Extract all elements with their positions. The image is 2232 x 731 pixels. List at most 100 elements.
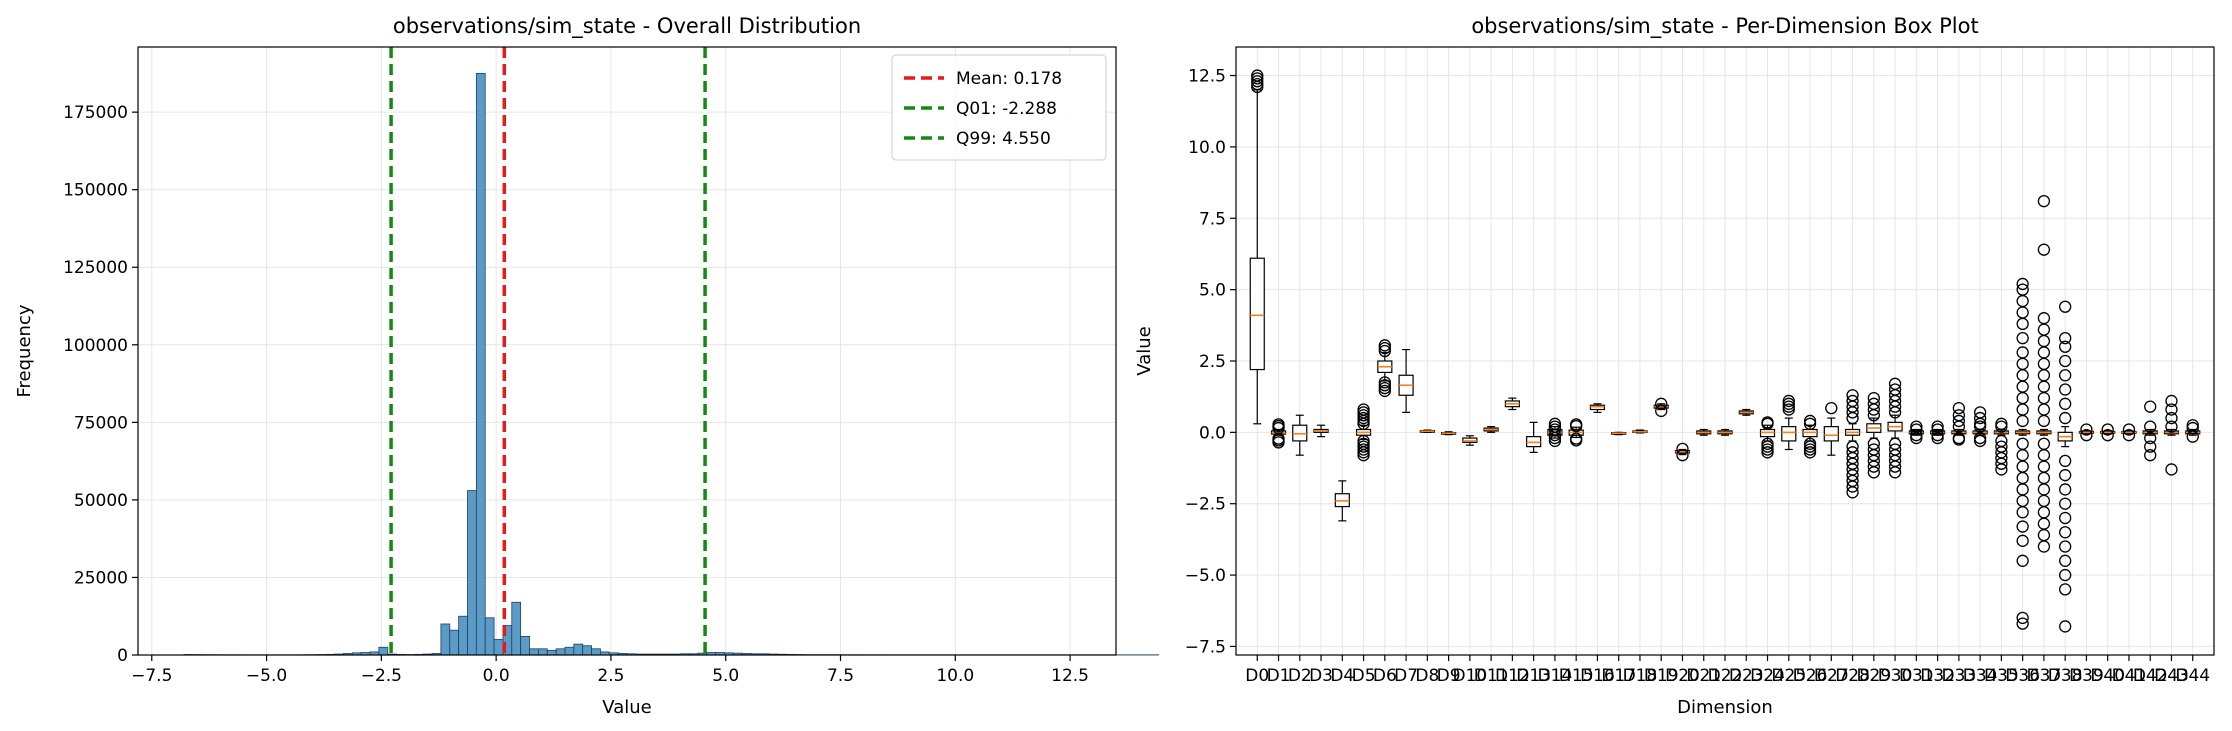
histogram-bar — [458, 615, 468, 656]
histogram-bar — [484, 617, 495, 656]
box-body — [1249, 257, 1265, 371]
outlier-point — [1357, 434, 1370, 448]
outlier-point — [2059, 511, 2072, 525]
outlier-point — [1357, 406, 1370, 419]
y-tick-label: 5.0 — [1199, 281, 1226, 301]
box-d9 — [1441, 431, 1457, 436]
outlier-point — [2144, 420, 2157, 433]
histogram-x-axis-label: Value — [602, 697, 651, 718]
histogram-bar — [537, 648, 548, 656]
x-tick-label: −7.5 — [131, 666, 172, 686]
outlier-point — [1803, 417, 1817, 430]
outlier-point — [1676, 449, 1689, 462]
outlier-point — [1846, 394, 1859, 408]
outlier-point — [2059, 411, 2072, 425]
x-tick-label: D32 — [1920, 666, 1955, 686]
box-d33 — [1951, 401, 1967, 446]
outlier-point — [2165, 403, 2178, 416]
box-d16 — [1589, 403, 1606, 413]
x-tick-label: D11 — [1474, 666, 1509, 686]
outlier-point — [2059, 340, 2072, 353]
outlier-point — [1931, 429, 1944, 442]
outlier-point — [2059, 483, 2072, 496]
outlier-point — [1867, 443, 1880, 456]
outlier-point — [1931, 420, 1944, 433]
box-d13 — [1526, 421, 1542, 453]
histogram-legend: Mean: 0.178 Q01: -2.288 Q99: 4.550 — [891, 54, 1107, 161]
outlier-point — [1378, 381, 1391, 395]
x-tick-label: D33 — [1942, 666, 1977, 686]
box-d35 — [1993, 417, 2009, 476]
outlier-point — [2059, 469, 2072, 482]
outlier-point — [2016, 437, 2029, 450]
legend-frame — [891, 54, 1107, 161]
outlier-point — [1952, 401, 1966, 415]
outlier-point — [1952, 414, 1966, 428]
outlier-point — [2059, 369, 2072, 382]
box-d39 — [2078, 423, 2095, 442]
x-tick-label: D41 — [2112, 666, 2147, 686]
outlier-point — [2037, 312, 2051, 325]
x-tick-label: D28 — [1835, 666, 1870, 686]
outlier-point — [1888, 437, 1902, 450]
x-tick-label: D2 — [1288, 666, 1312, 686]
boxplot-y-ticks: −7.5 −5.0 −2.5 0.0 2.5 5.0 7.5 10.0 12.5 — [1185, 67, 1236, 657]
x-tick-label: 12.5 — [1051, 666, 1089, 686]
y-tick-label: 0.0 — [1199, 423, 1226, 443]
outlier-point — [2016, 534, 2029, 547]
outlier-point — [2059, 526, 2072, 539]
x-tick-label: D16 — [1580, 666, 1615, 686]
x-tick-label: D4 — [1330, 666, 1354, 686]
outlier-point — [1761, 446, 1774, 459]
x-tick-label: D35 — [1984, 666, 2019, 686]
outlier-point — [1548, 420, 1562, 433]
outlier-point — [1803, 437, 1817, 450]
histogram-bar — [511, 601, 522, 656]
outlier-point — [2080, 429, 2093, 442]
y-tick-label: 150000 — [63, 181, 128, 201]
histogram-bar — [449, 629, 460, 656]
outlier-point — [1867, 397, 1880, 410]
outlier-point — [2016, 346, 2029, 359]
y-tick-label: 75000 — [74, 413, 128, 433]
histogram-bar — [440, 623, 451, 656]
outlier-point — [1803, 446, 1817, 459]
x-tick-label: 5.0 — [712, 666, 739, 686]
outlier-point — [2059, 332, 2072, 345]
outlier-point — [2016, 277, 2029, 291]
outlier-point — [1655, 404, 1668, 418]
histogram-bar — [493, 639, 504, 656]
outlier-point — [2165, 411, 2178, 425]
outlier-point — [1357, 443, 1370, 456]
box-d22 — [1717, 428, 1733, 436]
box-d25 — [1781, 394, 1797, 451]
outlier-point — [1548, 423, 1562, 436]
box-d36 — [2015, 277, 2031, 630]
y-tick-label: 10.0 — [1188, 138, 1226, 158]
box-d42 — [2142, 400, 2158, 462]
outlier-point — [1782, 397, 1795, 410]
histogram-bar — [475, 72, 486, 656]
box-d18 — [1632, 429, 1648, 434]
histogram-bar — [591, 648, 601, 656]
boxplot-boxes — [1249, 69, 2201, 633]
outlier-point — [1378, 341, 1391, 355]
x-tick-label: D15 — [1559, 666, 1594, 686]
histogram-y-ticks: 0 25000 50000 75000 100000 125000 150000 175000 — [63, 103, 138, 666]
outlier-point — [2059, 454, 2072, 468]
outlier-point — [1378, 379, 1391, 392]
box-d40 — [2100, 423, 2116, 442]
outlier-point — [1378, 376, 1391, 389]
outlier-point — [2059, 497, 2072, 510]
outlier-point — [1846, 389, 1859, 402]
outlier-point — [1995, 417, 2008, 430]
x-tick-label: D39 — [2069, 666, 2104, 686]
box-d31 — [1908, 420, 1924, 445]
x-tick-label: D43 — [2154, 666, 2189, 686]
outlier-point — [2186, 419, 2199, 432]
boxplot-title: observations/sim_state - Per-Dimension B… — [1471, 14, 1978, 39]
outlier-point — [1251, 69, 1264, 82]
outlier-point — [2037, 194, 2051, 208]
outlier-point — [2016, 283, 2029, 296]
x-tick-label: −5.0 — [246, 666, 287, 686]
